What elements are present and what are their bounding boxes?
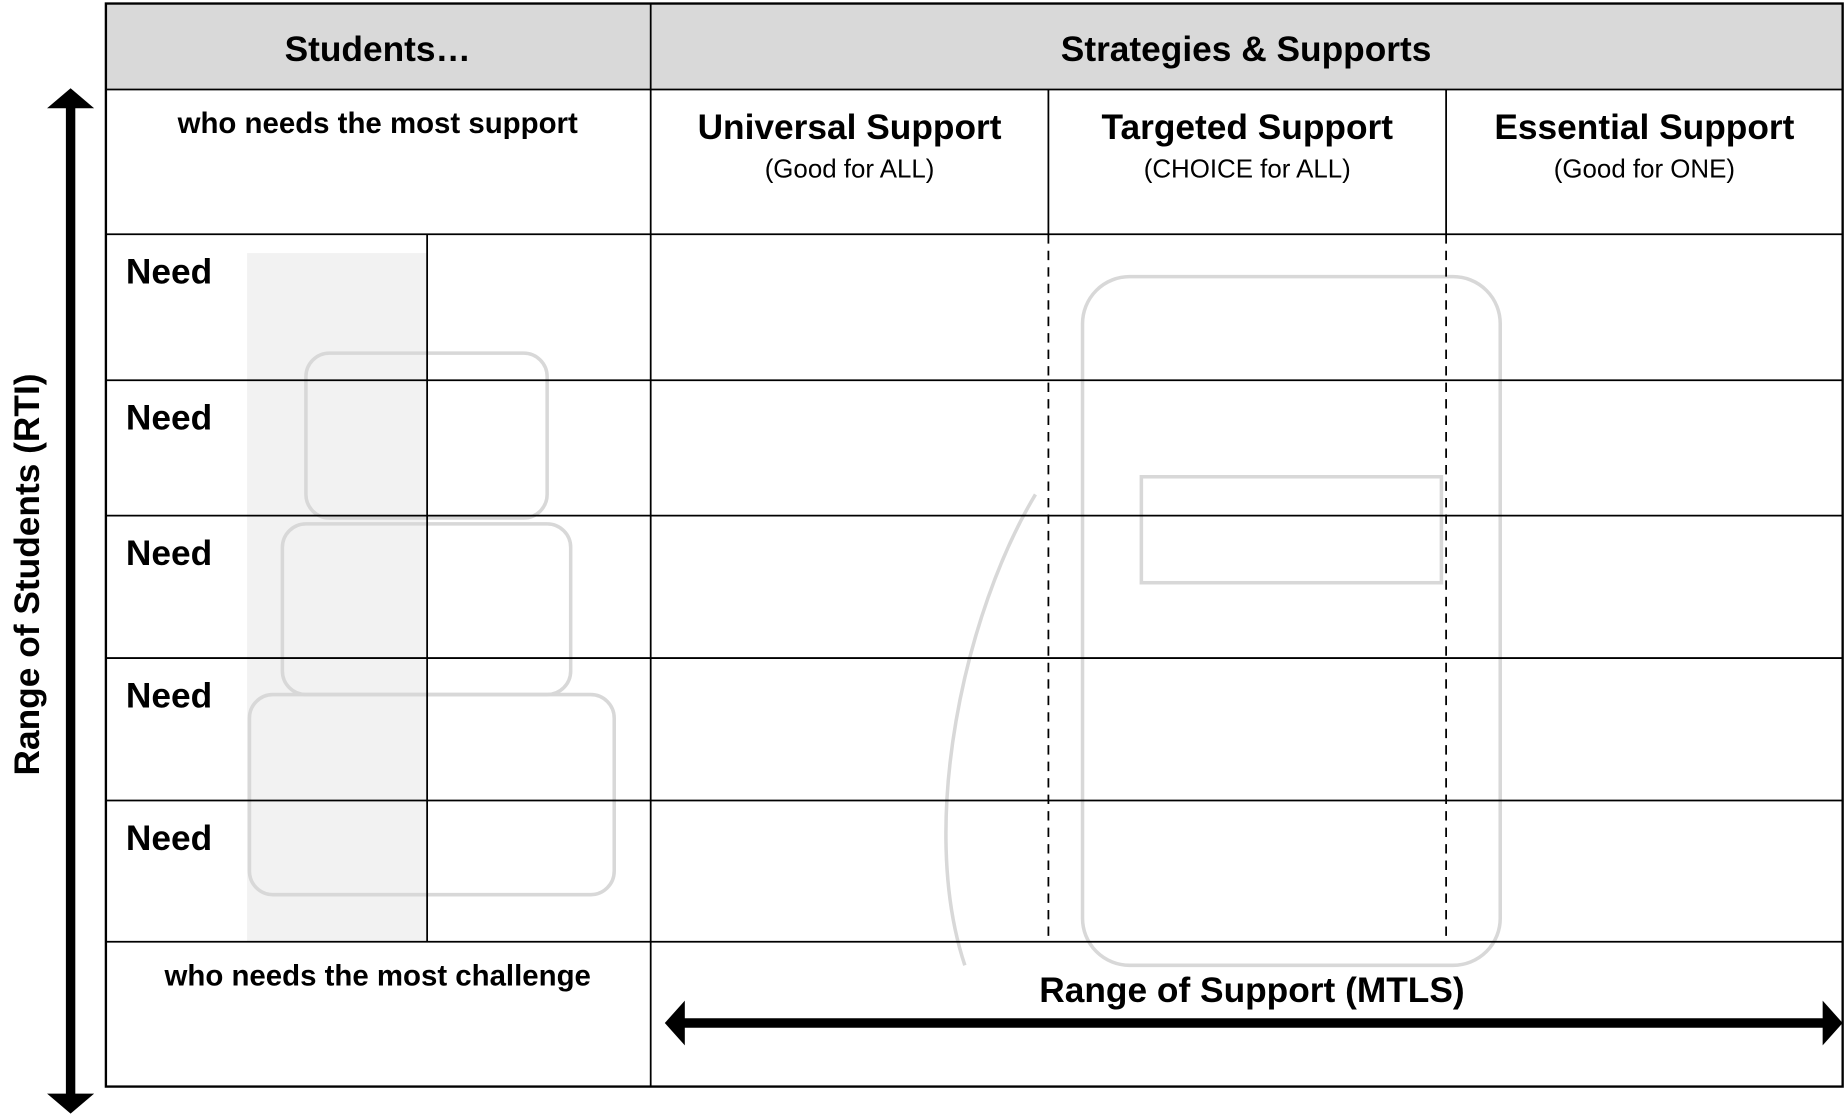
students-axis-label: Range of Students (RTI) — [8, 373, 47, 775]
students-arrow — [47, 88, 95, 1114]
top-row-label: who needs the most support — [177, 107, 578, 140]
watermark — [247, 274, 1503, 968]
table-border — [104, 2, 1844, 1088]
bottom-row-label: who needs the most challenge — [164, 959, 591, 992]
need-label: Need — [126, 819, 212, 858]
support-axis-label: Range of Support (MTLS) — [1039, 971, 1464, 1010]
grid — [105, 3, 1843, 1087]
shade — [247, 253, 428, 942]
need-label: Need — [126, 399, 212, 438]
need-label: Need — [126, 676, 212, 715]
dashed-dividers — [1047, 234, 1447, 942]
column-title: Universal Support — [698, 108, 1002, 147]
column-title: Targeted Support — [1102, 108, 1394, 147]
column-subtitle: (CHOICE for ALL) — [1144, 156, 1351, 184]
header-bg — [105, 3, 1843, 90]
column-title: Essential Support — [1494, 108, 1794, 147]
column-subtitle: (Good for ALL) — [765, 156, 935, 184]
support-arrow — [664, 1000, 1843, 1046]
header-strategies: Strategies & Supports — [1061, 30, 1432, 69]
need-rows: Need Need Need Need Need — [126, 253, 212, 858]
column-subtitle: (Good for ONE) — [1554, 156, 1735, 184]
need-label: Need — [126, 534, 212, 573]
need-label: Need — [126, 253, 212, 292]
header-students: Students… — [285, 30, 471, 69]
column-headers: Universal Support (Good for ALL) Targeted … — [698, 108, 1795, 184]
